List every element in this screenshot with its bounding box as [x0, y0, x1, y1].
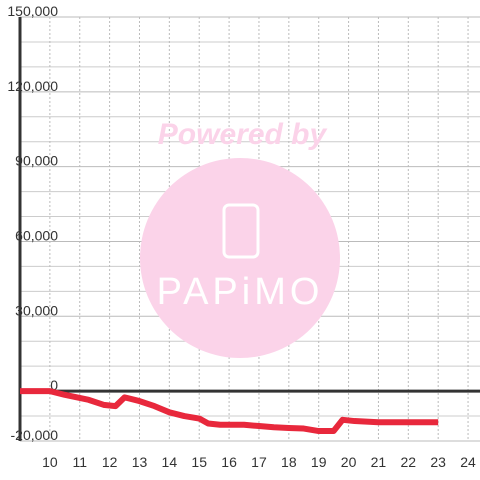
x-tick-label: 19: [311, 454, 327, 470]
y-tick-label: -20,000: [11, 427, 59, 443]
x-tick-label: 23: [430, 454, 446, 470]
x-tick-label: 17: [251, 454, 267, 470]
watermark-phone: [222, 203, 260, 259]
x-tick-label: 10: [42, 454, 58, 470]
x-tick-label: 14: [162, 454, 178, 470]
watermark-logo: PAPiMO: [157, 271, 324, 313]
x-tick-label: 12: [102, 454, 118, 470]
y-tick-label: 0: [50, 377, 58, 393]
y-tick-label: 90,000: [15, 153, 58, 169]
x-tick-label: 20: [341, 454, 357, 470]
x-tick-label: 15: [191, 454, 207, 470]
x-tick-label: 18: [281, 454, 297, 470]
x-tick-label: 21: [371, 454, 387, 470]
y-tick-label: 60,000: [15, 227, 58, 243]
watermark-text: Powered by: [158, 118, 328, 151]
x-tick-label: 16: [221, 454, 237, 470]
x-tick-label: 22: [401, 454, 417, 470]
y-tick-label: 30,000: [15, 302, 58, 318]
watermark: Powered by PAPiMO: [140, 118, 340, 358]
y-tick-label: 120,000: [7, 78, 58, 94]
x-tick-label: 11: [72, 454, 87, 470]
x-tick-label: 24: [460, 454, 476, 470]
line-series: [20, 388, 439, 435]
y-tick-label: 150,000: [7, 3, 58, 19]
x-tick-label: 13: [132, 454, 148, 470]
